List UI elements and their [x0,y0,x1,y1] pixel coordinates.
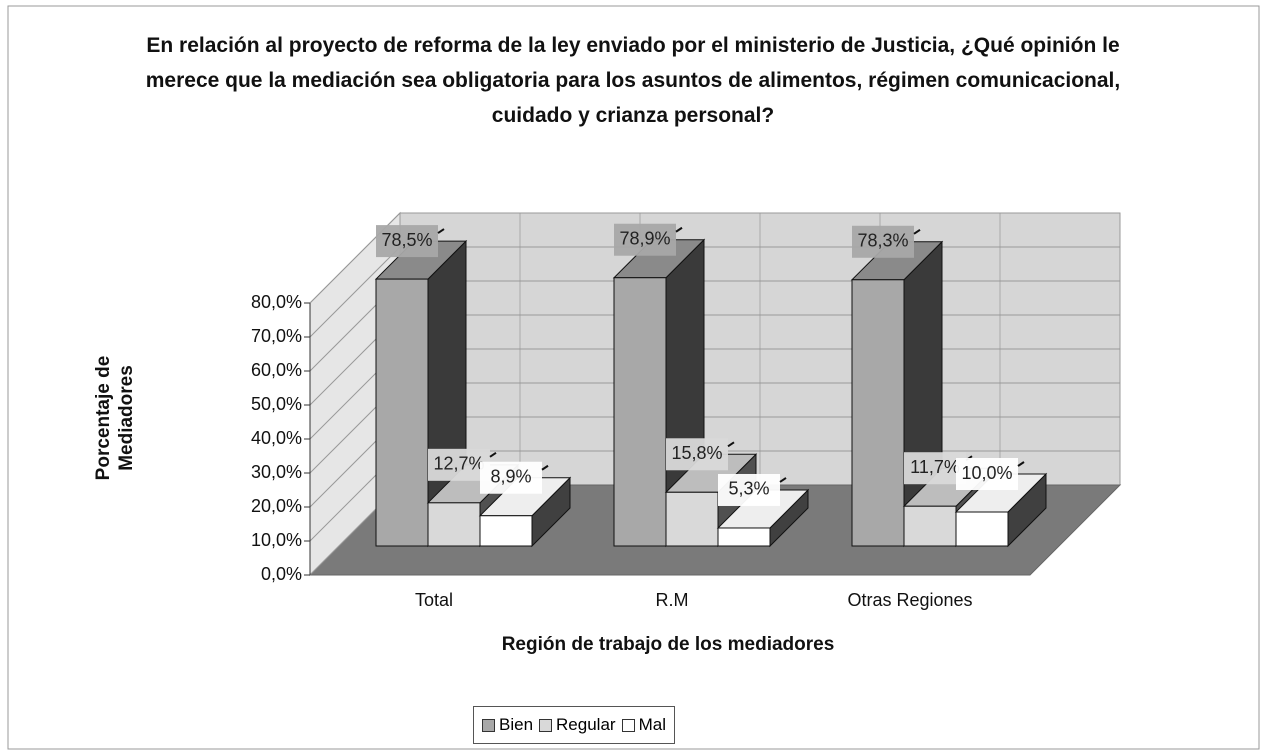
y-axis-title: Porcentaje de Mediadores [93,355,137,481]
y-tick-label: 20,0% [251,496,302,516]
legend-item: Regular [539,715,616,735]
bar [478,476,572,548]
value-label-leader [913,228,921,235]
outer-border [7,5,1260,750]
bar-front [427,502,481,547]
legend-swatch [621,718,635,732]
x-axis-title: Región de trabajo de los mediadores [501,634,835,655]
legend-swatch [482,718,495,732]
value-label-leader [779,477,787,483]
value-label-leader [541,464,549,471]
value-label-box [666,438,728,471]
value-label: 78,9% [619,228,670,248]
y-tick-label: 60,0% [251,360,302,380]
value-label: 15,8% [671,443,722,463]
y-tick-label: 40,0% [251,428,302,448]
bar-front [375,278,429,547]
bar-front [903,505,957,547]
value-label: 5,3% [728,479,769,499]
value-label-box [376,225,438,258]
bar [716,488,810,548]
value-label-box [718,473,780,506]
legend-item: Mal [621,715,666,735]
legend-label: Mal [638,715,666,734]
y-tick-label: 10,0% [251,530,302,550]
value-label-box [480,461,542,494]
y-tick-label: 70,0% [251,326,302,346]
x-tick-label: Otras Regiones [847,590,972,610]
value-label-leader [489,451,497,458]
x-tick-label: Total [415,590,453,610]
value-label-box [428,448,490,481]
bar-front [717,527,771,547]
legend-label: Bien [499,715,534,734]
bar-front [479,515,533,547]
x-tick-label: R.M [656,590,689,610]
value-label: 10,0% [961,463,1012,483]
legend: Bien Regular Mal [473,706,675,744]
value-label-box [614,223,676,256]
value-label: 12,7% [433,454,484,474]
side-grid-line [309,246,401,338]
y-tick-label: 30,0% [251,462,302,482]
legend-item: Bien [482,715,533,735]
value-label-leader [437,228,445,234]
bar-front [955,511,1009,547]
bar-front [851,279,905,547]
legend-swatch [539,718,553,732]
value-label: 8,9% [490,466,531,486]
bar-front [665,491,719,547]
bar-front [613,277,667,547]
value-label-leader [1017,461,1025,467]
bar [374,239,468,548]
value-label-leader [675,226,683,233]
value-label: 78,5% [381,230,432,250]
legend-label: Regular [556,715,616,734]
value-label-box [852,225,914,258]
value-label-leader [727,441,735,448]
value-label-box [956,458,1018,490]
y-tick-label: 0,0% [261,564,302,584]
y-tick-label: 80,0% [251,292,302,312]
value-label: 78,3% [857,231,908,251]
chart-title: En relación al proyecto de reforma de la… [145,34,1121,127]
value-label-box [904,452,966,485]
y-tick-label: 50,0% [251,394,302,414]
value-label: 11,7% [910,457,960,477]
